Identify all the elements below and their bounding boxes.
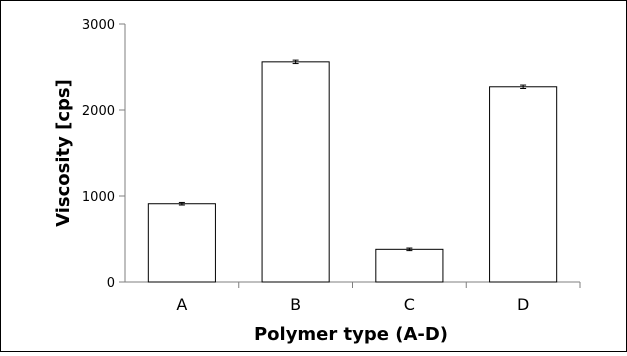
- bar-a: [147, 203, 216, 283]
- bars: [147, 61, 558, 283]
- bar-d: [489, 86, 558, 283]
- category-label-c: C: [404, 295, 415, 314]
- bar-c: [375, 248, 444, 283]
- x-axis: [125, 281, 581, 288]
- y-tick-label: 2000: [82, 104, 115, 119]
- category-label-a: A: [176, 295, 187, 314]
- error-bars: [178, 59, 527, 252]
- y-tick-label: 3000: [82, 18, 115, 33]
- bar-b: [261, 61, 330, 283]
- y-axis: 0 1000 2000 3000: [82, 18, 126, 291]
- category-label-d: D: [517, 295, 529, 314]
- x-axis-title: Polymer type (A-D): [254, 324, 448, 345]
- category-label-b: B: [290, 295, 301, 314]
- y-tick-label: 0: [107, 276, 115, 291]
- y-axis-title: Viscosity [cps]: [53, 79, 74, 227]
- category-labels: A B C D: [176, 295, 529, 314]
- y-tick-label: 1000: [82, 190, 115, 205]
